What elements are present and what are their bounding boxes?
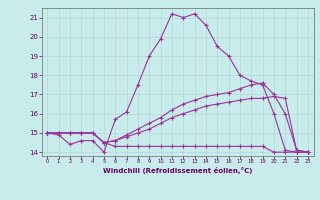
X-axis label: Windchill (Refroidissement éolien,°C): Windchill (Refroidissement éolien,°C) [103,167,252,174]
